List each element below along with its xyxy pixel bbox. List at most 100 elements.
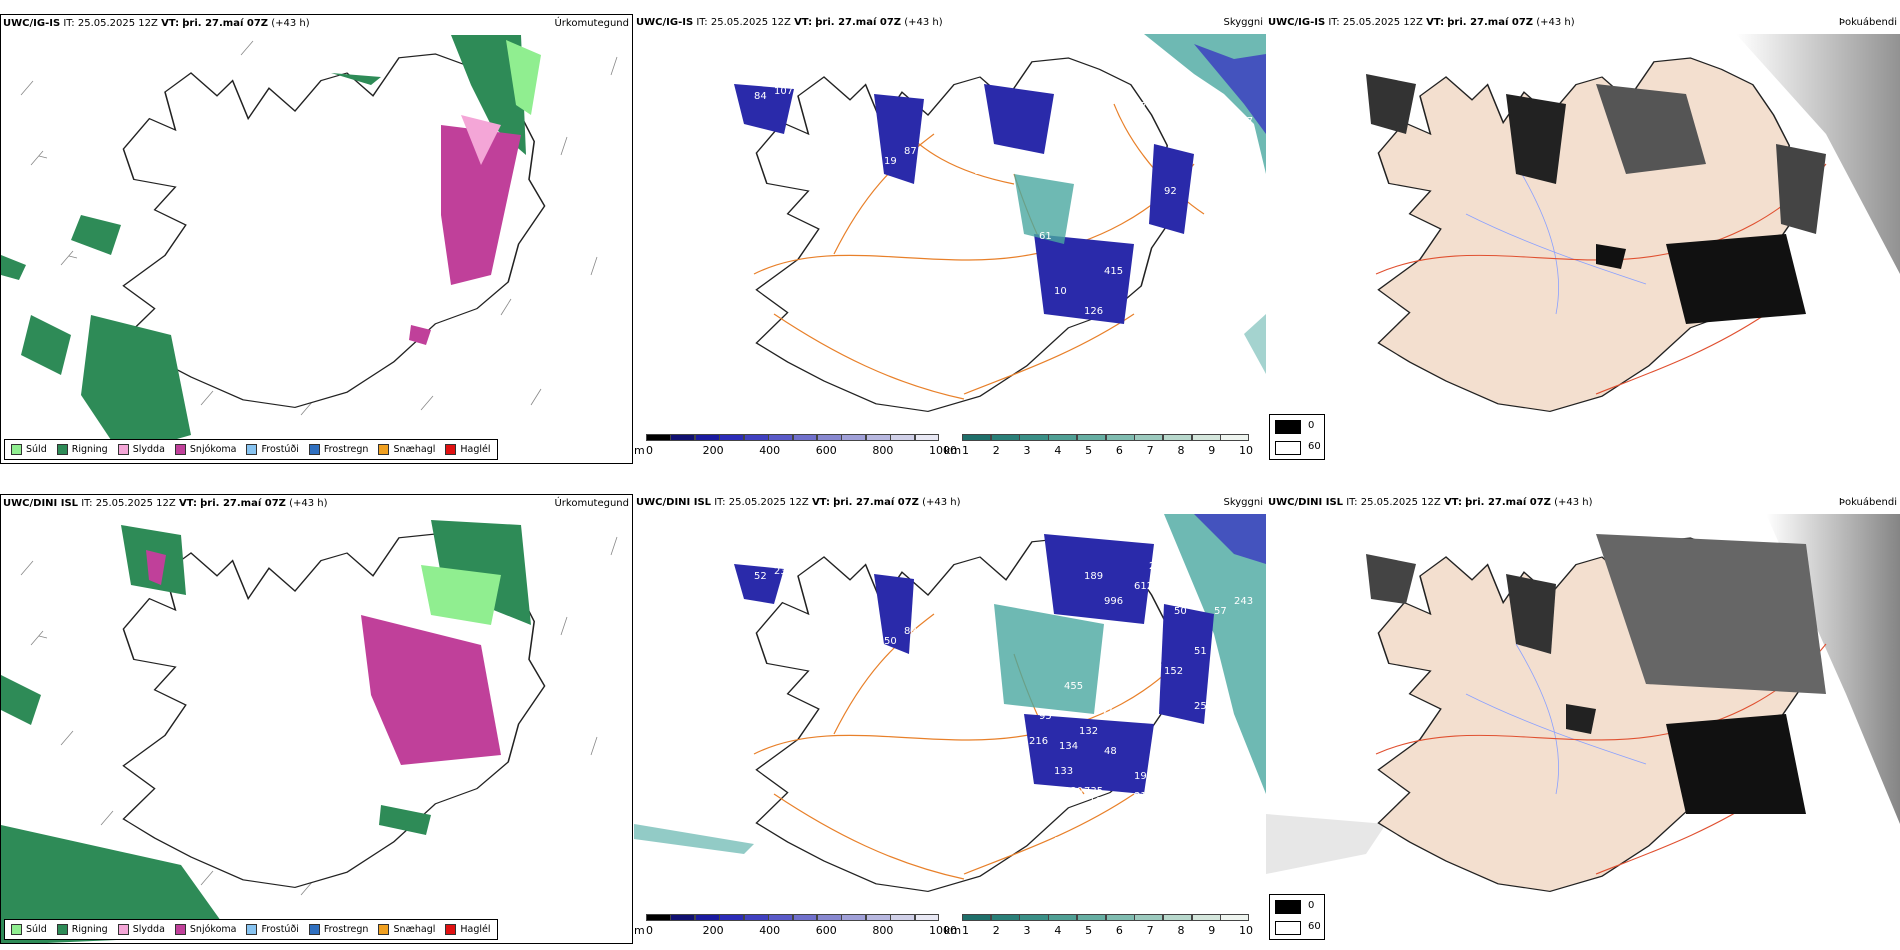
colorbar-tick: 0: [646, 444, 653, 457]
legend-item: Snjókoma: [174, 924, 237, 935]
colorbar-tick: 600: [815, 444, 837, 457]
legend-swatch: [117, 444, 129, 455]
visibility-map-bottom: [634, 494, 1266, 944]
colorbar-segment: [990, 914, 1020, 921]
colorbar-tick: 1: [962, 924, 969, 937]
colorbar-unit: m: [634, 444, 645, 457]
legend-swatch: [11, 924, 22, 935]
colorbar-segment: [646, 914, 671, 921]
fog-dark-label: 0: [1308, 420, 1315, 431]
model-name: UWC/DINI ISL: [636, 497, 712, 508]
legend-item: Frostregn: [308, 924, 368, 935]
legend-item: Frostregn: [308, 444, 368, 455]
legend-item: Súld: [11, 924, 47, 935]
legend-swatch: [378, 444, 390, 455]
fog-panel-top: UWC/IG-IS IT: 25.05.2025 12Z VT: þri. 27…: [1266, 14, 1900, 464]
rain-areas: [1, 35, 541, 455]
legend-swatch: [56, 924, 68, 935]
visibility-panel-bottom: UWC/DINI ISL IT: 25.05.2025 12Z VT: þri.…: [634, 494, 1266, 944]
colorbar-tick: 200: [702, 444, 724, 457]
legend-item: Slydda: [117, 444, 165, 455]
lead-time: (+43 h): [271, 18, 310, 29]
legend-swatch: [56, 444, 68, 455]
colorbar-segment: [1019, 434, 1049, 441]
precip-legend: Súld Rigning Slydda Snjókoma Frostúði Frostre…: [4, 919, 498, 940]
colorbar-segment: [1191, 434, 1221, 441]
valid-time: þri. 27.maí 07Z: [200, 498, 286, 509]
visibility-colorbar: km 1 2 3 4 5 6 7 8 9 10: [944, 914, 1253, 940]
colorbar-segment: [1162, 434, 1193, 441]
visibility-colorbar: km 1 2 3 4 5 6 7 8 9 10: [944, 434, 1253, 460]
init-time: IT: 25.05.2025 12Z: [81, 498, 176, 509]
legend-label: Haglél: [460, 444, 491, 455]
init-time: IT: 25.05.2025 12Z: [1346, 497, 1441, 508]
colorbar-tick: 6: [1115, 924, 1123, 937]
colorbar-segment: [914, 914, 940, 921]
colorbar-tick: 1: [962, 444, 969, 457]
colorbar-tick: 2: [992, 924, 1000, 937]
colorbar-tick: 5: [1085, 924, 1093, 937]
legend-label: Haglél: [460, 924, 491, 935]
colorbar-tick: 1000: [929, 444, 957, 457]
colorbar-segment: [841, 914, 867, 921]
lead-time: (+43 h): [1554, 497, 1593, 508]
colorbar-tick: 400: [759, 444, 781, 457]
legend-item: Frostúði: [246, 444, 299, 455]
legend-label: Súld: [26, 924, 47, 935]
colorbar-segment: [816, 434, 842, 441]
colorbar-segment: [1220, 434, 1250, 441]
colorbar-segment: [694, 434, 720, 441]
fog-map-bottom: [1266, 494, 1900, 944]
fog-light-swatch: [1275, 921, 1301, 935]
colorbar-tick: 4: [1054, 444, 1062, 457]
visibility-map-top: [634, 14, 1266, 464]
colorbar-segment: [914, 434, 940, 441]
model-name: UWC/DINI ISL: [1268, 497, 1344, 508]
colorbar-segment: [1134, 434, 1164, 441]
legend-label: Frostúði: [261, 444, 299, 455]
colorbar-tick: 3: [1023, 924, 1031, 937]
legend-label: Snjókoma: [189, 924, 237, 935]
ceiling-colorbar: m 0 200 400 600 800 1000: [634, 914, 957, 940]
colorbar-segment: [990, 434, 1020, 441]
precip-legend: Súld Rigning Slydda Snjókoma Frostúði Frostre…: [4, 439, 498, 460]
colorbar-segment: [719, 914, 745, 921]
panel-header: UWC/DINI ISL IT: 25.05.2025 12Z VT: þri.…: [3, 498, 328, 509]
legend-label: Frostúði: [261, 924, 299, 935]
valid-label: VT:: [1426, 17, 1445, 28]
colorbar-segment: [865, 434, 891, 441]
panel-header: UWC/IG-IS IT: 25.05.2025 12Z VT: þri. 27…: [636, 17, 943, 28]
panel-header: UWC/IG-IS IT: 25.05.2025 12Z VT: þri. 27…: [1268, 17, 1575, 28]
colorbar-tick: 8: [1177, 444, 1185, 457]
init-time: IT: 25.05.2025 12Z: [63, 18, 158, 29]
colorbar-tick: 4: [1054, 924, 1062, 937]
model-name: UWC/IG-IS: [1268, 17, 1326, 28]
fog-dark-swatch: [1275, 420, 1301, 434]
lead-time: (+43 h): [289, 498, 328, 509]
legend-swatch: [308, 444, 320, 455]
colorbar-tick: 10: [1239, 924, 1253, 937]
legend-label: Rigning: [71, 924, 108, 935]
colorbar-tick: 400: [759, 924, 781, 937]
fog-map-top: [1266, 14, 1900, 464]
legend-label: Snæhagl: [393, 444, 436, 455]
panel-title: Skyggni: [1223, 17, 1263, 28]
legend-item: Rigning: [56, 924, 108, 935]
colorbar-segment: [743, 434, 769, 441]
legend-swatch: [174, 444, 186, 455]
rain-areas: [1, 520, 531, 943]
legend-swatch: [378, 924, 390, 935]
colorbar-segment: [841, 434, 867, 441]
legend-swatch: [117, 924, 129, 935]
legend-item: Haglél: [445, 924, 491, 935]
panel-title: Skyggni: [1223, 497, 1263, 508]
colorbar-tick: 5: [1085, 444, 1093, 457]
colorbar-segment: [670, 434, 696, 441]
valid-label: VT:: [794, 17, 813, 28]
valid-time: þri. 27.maí 07Z: [182, 18, 269, 29]
legend-swatch: [246, 924, 258, 935]
model-name: UWC/IG-IS: [636, 17, 694, 28]
fog-areas: [1366, 74, 1826, 324]
colorbar-segment: [1220, 914, 1250, 921]
colorbar-segment: [646, 434, 671, 441]
